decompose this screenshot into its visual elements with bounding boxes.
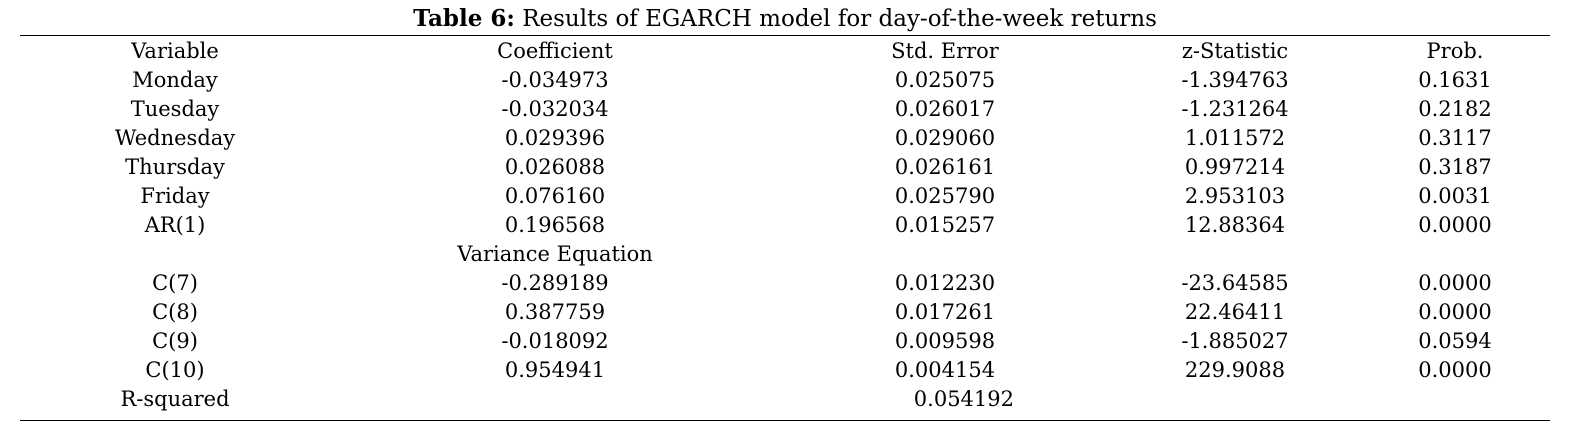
z-statistic-cell: 1.011572 bbox=[1184, 126, 1286, 150]
std-error-cell: 0.026017 bbox=[894, 97, 996, 121]
prob-cell: 0.0000 bbox=[1418, 358, 1492, 382]
r-squared-spacer bbox=[1110, 385, 1360, 414]
z-statistic-cell: 2.953103 bbox=[1184, 184, 1286, 208]
variable-cell: C(8) bbox=[152, 300, 198, 324]
table-number: Table 6: bbox=[413, 5, 515, 32]
coefficient-cell: -0.289189 bbox=[501, 271, 609, 295]
header-z-statistic: z-Statistic bbox=[1181, 39, 1289, 63]
table-row: Tuesday -0.032034 0.026017 -1.231264 0.2… bbox=[20, 95, 1550, 124]
section-spacer bbox=[1110, 240, 1360, 269]
coefficient-cell: 0.196568 bbox=[504, 213, 606, 237]
prob-cell: 0.2182 bbox=[1418, 97, 1492, 121]
variable-cell: Friday bbox=[140, 184, 210, 208]
prob-cell: 0.0594 bbox=[1418, 329, 1492, 353]
coefficient-cell: 0.029396 bbox=[504, 126, 606, 150]
results-table: Variable Coefficient Std. Error z-Statis… bbox=[20, 37, 1550, 414]
section-spacer bbox=[20, 240, 330, 269]
header-std-error: Std. Error bbox=[891, 39, 999, 63]
table-row: AR(1) 0.196568 0.015257 12.88364 0.0000 bbox=[20, 211, 1550, 240]
header-coefficient: Coefficient bbox=[497, 39, 613, 63]
z-statistic-cell: 22.46411 bbox=[1184, 300, 1286, 324]
coefficient-cell: -0.034973 bbox=[501, 68, 609, 92]
std-error-cell: 0.025790 bbox=[894, 184, 996, 208]
table-row: C(9) -0.018092 0.009598 -1.885027 0.0594 bbox=[20, 327, 1550, 356]
std-error-cell: 0.017261 bbox=[894, 300, 996, 324]
z-statistic-cell: 0.997214 bbox=[1184, 155, 1286, 179]
coefficient-cell: 0.387759 bbox=[504, 300, 606, 324]
top-rule bbox=[20, 35, 1550, 36]
header-row: Variable Coefficient Std. Error z-Statis… bbox=[20, 37, 1550, 66]
table-row: C(10) 0.954941 0.004154 229.9088 0.0000 bbox=[20, 356, 1550, 385]
table-caption: Table 6: Results of EGARCH model for day… bbox=[0, 4, 1570, 34]
std-error-cell: 0.015257 bbox=[894, 213, 996, 237]
variance-equation-label: Variance Equation bbox=[457, 242, 653, 266]
prob-cell: 0.0000 bbox=[1418, 271, 1492, 295]
table-row: Friday 0.076160 0.025790 2.953103 0.0031 bbox=[20, 182, 1550, 211]
variable-cell: C(7) bbox=[152, 271, 198, 295]
header-prob: Prob. bbox=[1426, 39, 1484, 63]
z-statistic-cell: 229.9088 bbox=[1184, 358, 1286, 382]
std-error-cell: 0.004154 bbox=[894, 358, 996, 382]
prob-cell: 0.0031 bbox=[1418, 184, 1492, 208]
coefficient-cell: -0.032034 bbox=[501, 97, 609, 121]
coefficient-cell: 0.026088 bbox=[504, 155, 606, 179]
std-error-cell: 0.029060 bbox=[894, 126, 996, 150]
bottom-rule bbox=[20, 420, 1550, 421]
section-row: Variance Equation bbox=[20, 240, 1550, 269]
variable-cell: Tuesday bbox=[130, 97, 220, 121]
std-error-cell: 0.025075 bbox=[894, 68, 996, 92]
coefficient-cell: -0.018092 bbox=[501, 329, 609, 353]
z-statistic-cell: -1.394763 bbox=[1181, 68, 1289, 92]
section-spacer bbox=[1360, 240, 1550, 269]
variable-cell: C(10) bbox=[145, 358, 205, 382]
z-statistic-cell: -1.231264 bbox=[1181, 97, 1289, 121]
table-row: C(7) -0.289189 0.012230 -23.64585 0.0000 bbox=[20, 269, 1550, 298]
z-statistic-cell: 12.88364 bbox=[1184, 213, 1286, 237]
prob-cell: 0.0000 bbox=[1418, 300, 1492, 324]
coefficient-cell: 0.954941 bbox=[504, 358, 606, 382]
variable-cell: C(9) bbox=[152, 329, 198, 353]
variable-cell: Monday bbox=[132, 68, 218, 92]
z-statistic-cell: -23.64585 bbox=[1181, 271, 1289, 295]
std-error-cell: 0.009598 bbox=[894, 329, 996, 353]
z-statistic-cell: -1.885027 bbox=[1181, 329, 1289, 353]
r-squared-spacer bbox=[1360, 385, 1550, 414]
table-row: Monday -0.034973 0.025075 -1.394763 0.16… bbox=[20, 66, 1550, 95]
r-squared-row: R-squared 0.054192 bbox=[20, 385, 1550, 414]
prob-cell: 0.3117 bbox=[1418, 126, 1492, 150]
r-squared-value: 0.054192 bbox=[913, 387, 1014, 411]
table-row: Wednesday 0.029396 0.029060 1.011572 0.3… bbox=[20, 124, 1550, 153]
std-error-cell: 0.026161 bbox=[894, 155, 996, 179]
coefficient-cell: 0.076160 bbox=[504, 184, 606, 208]
table-title: Results of EGARCH model for day-of-the-w… bbox=[522, 6, 1157, 32]
std-error-cell: 0.012230 bbox=[894, 271, 996, 295]
variable-cell: Thursday bbox=[125, 155, 225, 179]
header-variable: Variable bbox=[131, 39, 219, 63]
prob-cell: 0.3187 bbox=[1418, 155, 1492, 179]
prob-cell: 0.1631 bbox=[1418, 68, 1492, 92]
variable-cell: AR(1) bbox=[144, 213, 206, 237]
section-spacer bbox=[780, 240, 1110, 269]
prob-cell: 0.0000 bbox=[1418, 213, 1492, 237]
table-row: Thursday 0.026088 0.026161 0.997214 0.31… bbox=[20, 153, 1550, 182]
table-row: C(8) 0.387759 0.017261 22.46411 0.0000 bbox=[20, 298, 1550, 327]
r-squared-label: R-squared bbox=[120, 387, 230, 411]
variable-cell: Wednesday bbox=[114, 126, 236, 150]
